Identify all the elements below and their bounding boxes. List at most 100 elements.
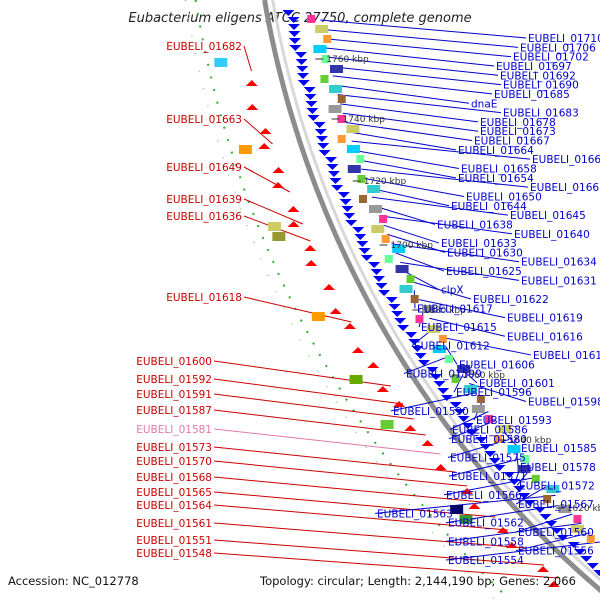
- coding-block: [358, 195, 367, 203]
- right-leader-line: [325, 47, 495, 67]
- reverse-gene-arrow: [493, 465, 506, 471]
- reverse-gene-arrow: [408, 339, 421, 345]
- forward-gene-arrow: [393, 401, 406, 407]
- right-gene-label: EUBELI_01622: [473, 294, 549, 306]
- coding-block: [406, 275, 415, 283]
- right-gene-label: EUBELI_01673: [480, 126, 556, 138]
- right-gene-label: EUBELI_01633: [441, 238, 517, 250]
- right-leader-line: [340, 103, 479, 123]
- coding-block-outer: [238, 145, 252, 154]
- reverse-gene-arrow: [327, 171, 340, 177]
- right-gene-label: EUBELI_01578: [520, 462, 596, 474]
- reverse-gene-arrow: [385, 297, 398, 303]
- right-gene-label: EUBELI_01658: [461, 164, 537, 176]
- coding-block: [573, 515, 582, 523]
- right-gene-label: EUBELI_01601: [479, 378, 555, 390]
- right-gene-label: EUBELI_01669: [532, 154, 600, 166]
- coding-block: [438, 335, 447, 343]
- coding-block: [381, 235, 390, 243]
- right-leader-line: [403, 355, 452, 375]
- right-gene-label: EUBELI_01615: [421, 322, 497, 334]
- position-tick-label: 1660 kbp: [463, 371, 506, 381]
- right-gene-label: EUBELI_01710: [528, 33, 600, 45]
- position-tick-label: 1760 kbp: [326, 55, 369, 65]
- right-gene-label: EUBELI_01613: [533, 350, 600, 362]
- reverse-gene-arrow: [360, 255, 373, 261]
- coding-block: [356, 155, 365, 163]
- left-leader-line: [213, 460, 468, 487]
- right-gene-label: EUBELI_01692: [500, 70, 576, 82]
- right-gene-label: EUBELI_01631: [521, 275, 597, 287]
- reverse-gene-arrow: [397, 325, 410, 331]
- coding-block: [347, 165, 361, 173]
- right-leader-line: [390, 392, 476, 412]
- coding-block-outer: [459, 515, 473, 524]
- right-gene-label: EUBELI_01586: [452, 425, 528, 437]
- left-gene-label: EUBELI_01600: [136, 356, 212, 368]
- coding-block: [521, 455, 530, 463]
- coding-block: [379, 215, 388, 223]
- left-gene-label: EUBELI_01570: [136, 456, 212, 468]
- left-leader-line: [213, 446, 456, 473]
- reverse-gene-arrow: [304, 94, 317, 100]
- reverse-gene-arrow: [437, 388, 450, 394]
- right-gene-label: EUBELI_01650: [466, 191, 542, 203]
- left-gene-label: EUBELI_01564: [136, 500, 212, 512]
- right-gene-label: EUBELI_01560: [518, 527, 594, 539]
- reverse-gene-arrow: [313, 122, 326, 128]
- right-leader-line: [332, 75, 493, 95]
- right-gene-label: EUBELI_01585: [521, 443, 597, 455]
- coding-block: [320, 75, 329, 83]
- left-gene-label: EUBELI_01591: [136, 389, 212, 401]
- reverse-gene-arrow: [503, 472, 516, 478]
- right-leader-line: [375, 205, 436, 225]
- coding-block-outer: [272, 232, 286, 241]
- coding-block: [422, 305, 436, 313]
- reverse-gene-arrow: [586, 563, 599, 569]
- right-gene-label: EUBELI_01678: [480, 117, 556, 129]
- right-gene-label: EUBELI_01644: [451, 201, 527, 213]
- forward-gene-arrow: [304, 245, 317, 251]
- reverse-gene-arrow: [411, 346, 424, 352]
- coding-block: [444, 355, 453, 363]
- reverse-gene-arrow: [303, 87, 316, 93]
- right-leader-line: [515, 532, 591, 552]
- right-leader-line: [320, 19, 527, 39]
- right-gene-label: EUBELI_01590: [393, 406, 469, 418]
- reverse-gene-arrow: [295, 59, 308, 65]
- position-tick-label: 1620 kbp: [567, 504, 600, 514]
- reverse-gene-arrow: [288, 38, 301, 44]
- reverse-gene-arrow: [545, 521, 558, 527]
- forward-gene-arrow: [245, 80, 258, 86]
- right-gene-label: EUBELI_01685: [494, 89, 570, 101]
- right-gene-label: EUBELI_01593: [476, 415, 552, 427]
- right-leader-line: [443, 476, 540, 496]
- coding-block-outer: [311, 312, 325, 321]
- forward-gene-arrow: [287, 221, 300, 227]
- right-leader-line: [439, 336, 532, 356]
- right-gene-label: EUBELI_01634: [521, 257, 597, 269]
- right-gene-label: EUBELI_01598: [528, 397, 600, 409]
- right-gene-label: EUBELI_01645: [510, 210, 586, 222]
- reverse-gene-arrow: [518, 493, 531, 499]
- left-leader-line: [213, 428, 441, 455]
- right-leader-line: [354, 150, 460, 169]
- coding-block: [328, 105, 342, 113]
- reverse-gene-arrow: [343, 213, 356, 219]
- forward-gene-arrow: [246, 104, 259, 110]
- reverse-gene-arrow: [466, 430, 478, 436]
- reverse-gene-arrow: [324, 157, 337, 163]
- coding-block: [531, 475, 540, 483]
- reverse-gene-arrow: [368, 262, 381, 268]
- reverse-gene-arrow: [534, 507, 547, 513]
- right-gene-label: EUBELI_01667: [474, 136, 550, 148]
- reverse-gene-arrow: [394, 318, 407, 324]
- forward-gene-arrow: [343, 323, 356, 329]
- right-gene-label: EUBELI_01625: [446, 266, 522, 278]
- reverse-gene-arrow: [539, 514, 552, 520]
- coding-block: [357, 175, 366, 183]
- coding-block: [337, 115, 346, 123]
- forward-gene-arrow: [322, 284, 335, 290]
- left-leader-line: [243, 198, 304, 225]
- reverse-gene-arrow: [354, 234, 367, 240]
